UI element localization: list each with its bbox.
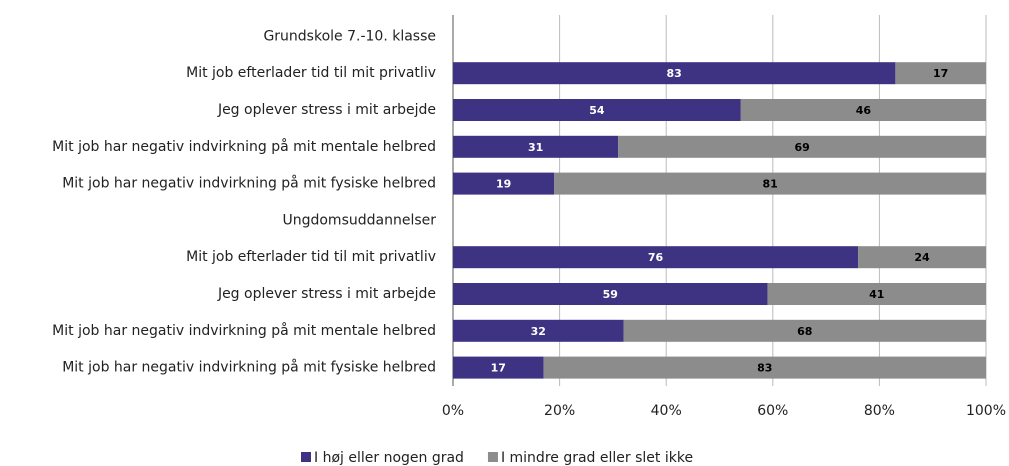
bar-segment: [618, 135, 986, 158]
bar-segment: [453, 356, 544, 379]
x-tick-label: 40%: [651, 403, 682, 419]
data-label: 54: [589, 104, 605, 117]
bar-segment: [453, 99, 741, 121]
data-label: 32: [531, 325, 546, 338]
x-tick-label: 0%: [442, 403, 464, 419]
legend-label: I mindre grad eller slet ikke: [501, 450, 693, 466]
y-tick-label: Mit job har negativ indvirkning på mit f…: [62, 175, 436, 192]
y-tick-label: Mit job har negativ indvirkning på mit m…: [52, 322, 436, 339]
data-label: 69: [794, 141, 809, 154]
legend-swatch: [487, 452, 498, 462]
data-label: 59: [603, 288, 618, 301]
y-tick-label: Ungdomsuddannelser: [282, 212, 436, 228]
y-tick-label: Mit job efterlader tid til mit privatliv: [186, 65, 436, 81]
data-label: 68: [797, 325, 812, 338]
bar-segment: [453, 172, 555, 195]
bar-segment: [453, 135, 619, 158]
bar-segment: [453, 319, 624, 342]
data-label: 81: [762, 178, 777, 191]
bar-segment: [767, 283, 986, 305]
data-label: 24: [914, 251, 930, 264]
data-label: 76: [648, 251, 664, 264]
x-tick-label: 20%: [544, 403, 575, 419]
x-tick-label: 100%: [966, 403, 1006, 419]
data-label: 46: [856, 104, 872, 117]
bar-segment: [453, 246, 859, 269]
data-label: 41: [869, 288, 884, 301]
y-tick-label: Jeg oplever stress i mit arbejde: [217, 286, 436, 302]
data-label: 83: [667, 67, 682, 80]
bar-segment: [740, 99, 986, 121]
data-label: 31: [528, 141, 543, 154]
y-tick-label: Mit job har negativ indvirkning på mit f…: [62, 359, 436, 376]
y-tick-label: Mit job har negativ indvirkning på mit m…: [52, 138, 436, 155]
data-label: 19: [496, 178, 511, 191]
bar-segment: [453, 283, 768, 305]
data-label: 83: [757, 362, 772, 375]
bar-segment: [554, 172, 986, 195]
bar-segment: [623, 319, 986, 342]
y-tick-label: Jeg oplever stress i mit arbejde: [217, 102, 436, 118]
data-label: 17: [491, 362, 506, 375]
x-tick-label: 80%: [864, 403, 895, 419]
y-tick-label: Mit job efterlader tid til mit privatliv: [186, 249, 436, 265]
y-tick-label: Grundskole 7.-10. klasse: [263, 28, 436, 44]
bar-segment: [543, 356, 986, 379]
x-tick-label: 60%: [757, 403, 788, 419]
legend-swatch: [301, 452, 311, 462]
bar-segment: [895, 62, 986, 85]
bar-segment: [453, 62, 896, 85]
data-label: 17: [933, 67, 948, 80]
legend-label: I høj eller nogen grad: [314, 450, 464, 466]
bar-segment: [858, 246, 986, 269]
